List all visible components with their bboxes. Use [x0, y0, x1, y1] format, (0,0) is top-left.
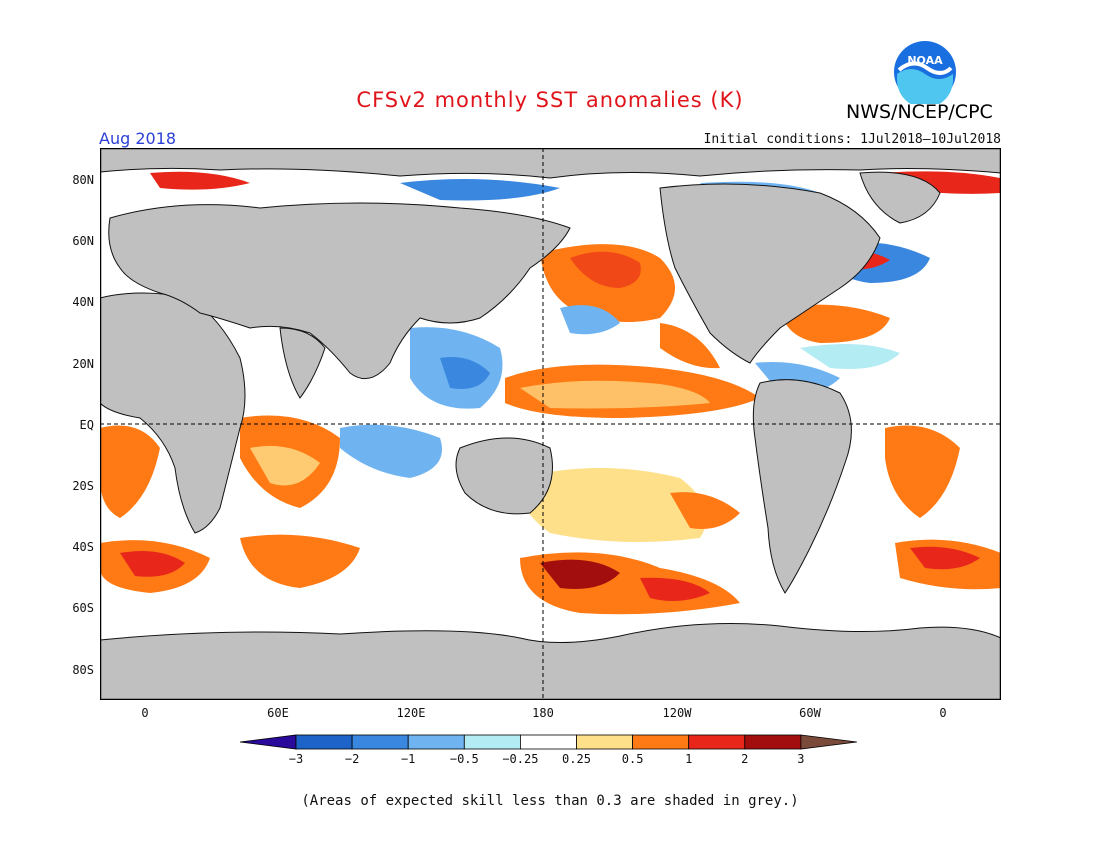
- lat-label-80n: 80N: [72, 173, 94, 187]
- lon-label-120e: 120E: [396, 706, 426, 720]
- lon-label-180: 180: [532, 706, 554, 720]
- lon-label-0: 0: [141, 706, 149, 720]
- lon-label-120w: 120W: [662, 706, 692, 720]
- sst-anomaly-map: [100, 148, 1001, 700]
- colorbar-tick-label: −0.25: [502, 752, 539, 766]
- month-label: Aug 2018: [99, 129, 177, 148]
- colorbar-swatch: [295, 734, 353, 750]
- lat-label-60s: 60S: [72, 601, 94, 615]
- colorbar-swatch: [576, 734, 633, 750]
- noaa-logo: NOAA: [894, 41, 956, 104]
- colorbar-swatch: [744, 734, 802, 750]
- chart-title: CFSv2 monthly SST anomalies (K): [356, 88, 744, 112]
- logo-text: NOAA: [907, 54, 943, 67]
- org-label: NWS/NCEP/CPC: [846, 101, 993, 123]
- lon-label-60w: 60W: [799, 706, 821, 720]
- lat-label-20s: 20S: [72, 479, 94, 493]
- lat-label-40n: 40N: [72, 295, 94, 309]
- lat-label-60n: 60N: [72, 234, 94, 248]
- lon-label-60e: 60E: [267, 706, 289, 720]
- skill-footnote: (Areas of expected skill less than 0.3 a…: [301, 793, 799, 809]
- map-frame: [100, 148, 1001, 700]
- colorbar-tick-label: −0.5: [449, 752, 479, 766]
- colorbar-tick-label: −3: [288, 752, 304, 766]
- colorbar-swatch: [519, 734, 577, 750]
- colorbar-tick-label: 3: [797, 752, 805, 766]
- colorbar-swatch: [463, 734, 521, 750]
- colorbar-swatch: [407, 734, 465, 750]
- colorbar-tick-label: 0.5: [621, 752, 644, 766]
- land-masses: [100, 148, 1001, 700]
- colorbar-min-arrow: [240, 734, 297, 750]
- colorbar-tick-label: 2: [741, 752, 749, 766]
- colorbar-tick-label: −2: [344, 752, 360, 766]
- lat-label-40s: 40S: [72, 540, 94, 554]
- colorbar-tick-label: 0.25: [562, 752, 591, 766]
- colorbar-swatch: [688, 734, 746, 750]
- colorbar-swatch: [632, 734, 690, 750]
- lat-label-80s: 80S: [72, 663, 94, 677]
- lon-label-0-right: 0: [939, 706, 947, 720]
- anomaly-field: [100, 171, 1001, 615]
- colorbar-tick-label: −1: [400, 752, 416, 766]
- initial-conditions-label: Initial conditions: 1Jul2018–10Jul2018: [703, 132, 1001, 147]
- colorbar: [240, 734, 857, 750]
- lat-label-eq: EQ: [79, 418, 94, 432]
- colorbar-max-arrow: [800, 734, 857, 750]
- colorbar-tick-label: 1: [685, 752, 693, 766]
- lat-label-20n: 20N: [72, 357, 94, 371]
- colorbar-swatch: [351, 734, 409, 750]
